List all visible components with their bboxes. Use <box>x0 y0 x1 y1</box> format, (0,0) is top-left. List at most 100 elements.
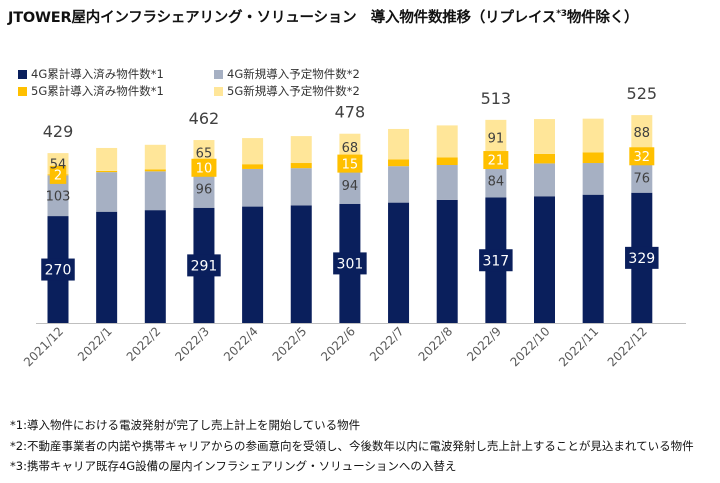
data-label-box-2022-9-s3 <box>483 151 509 170</box>
bar-2022-8-s3 <box>436 157 458 165</box>
bar-2022-7-s2 <box>388 166 410 203</box>
data-label-2022-9-s3: 21 <box>488 154 505 169</box>
data-label-2022-12-s3: 32 <box>634 150 651 165</box>
bar-2022-10-s3 <box>534 153 555 164</box>
x-tick-label-2022-8: 2022/8 <box>416 324 456 364</box>
x-tick-label-2022-3: 2022/3 <box>172 324 212 364</box>
bar-2022-11-s3 <box>582 152 604 164</box>
bar-2022-4-s3 <box>242 164 264 169</box>
data-label-2022-12-s2: 76 <box>634 171 651 186</box>
bar-2022-1-s2 <box>96 172 118 212</box>
legend-item-5g-done: 5G累計導入済み物件数*1 <box>18 83 164 99</box>
x-tick-label-2022-11: 2022/11 <box>556 324 601 369</box>
legend-swatch-4g-plan <box>214 69 223 79</box>
legend-swatch-5g-done <box>18 86 27 96</box>
x-tick-label-2022-4: 2022/4 <box>221 324 261 364</box>
data-label-2022-12-s4: 88 <box>634 126 651 141</box>
bar-2022-8-s1 <box>436 199 458 323</box>
bar-2021-12-s2 <box>47 175 69 217</box>
bar-2022-2-s4 <box>144 144 166 170</box>
data-label-2022-3-s2: 96 <box>196 182 213 197</box>
bar-2022-9-s4 <box>485 119 507 156</box>
data-label-box-2021-12-s1 <box>41 258 75 281</box>
bar-2022-5-s3 <box>290 163 312 169</box>
footnotes: *1:導入物件における電波発射が完了し売上計上を開始している物件 *2:不動産事… <box>10 415 694 477</box>
bar-2022-12-s4 <box>631 115 653 150</box>
x-tick-label-2022-9: 2022/9 <box>464 324 504 364</box>
data-label-2022-9-s2: 84 <box>488 175 505 190</box>
bar-2022-2-s3 <box>144 169 166 172</box>
legend-item-4g-done: 4G累計導入済み物件数*1 <box>18 66 164 82</box>
data-label-box-2022-6-s1 <box>333 252 367 275</box>
data-label-2022-6-s4: 68 <box>342 141 359 156</box>
bar-2022-11-s4 <box>582 118 604 153</box>
legend-label-4g-done: 4G累計導入済み物件数*1 <box>31 67 164 81</box>
total-label-2022-6: 478 <box>335 103 366 122</box>
total-label-2022-3: 462 <box>189 109 220 128</box>
x-tick-label-2022-10: 2022/10 <box>507 324 552 369</box>
data-label-box-2022-3-s1 <box>187 254 221 277</box>
bar-2022-6-s2 <box>339 166 361 204</box>
data-label-box-2022-3-s3 <box>191 158 217 177</box>
chart-title-main: JTOWER屋内インフラシェアリング・ソリューション 導入物件数推移（リプレイス <box>8 10 557 26</box>
data-label-2022-12-s1: 329 <box>628 251 655 267</box>
legend-label-5g-done: 5G累計導入済み物件数*1 <box>31 84 164 98</box>
data-label-box-2022-6-s3 <box>337 154 363 173</box>
data-label-box-2022-12-s1 <box>625 246 659 269</box>
footnote-1: *1:導入物件における電波発射が完了し売上計上を開始している物件 <box>10 418 361 432</box>
chart-title-superscript: *3 <box>556 9 567 20</box>
bar-2022-5-s4 <box>290 136 312 164</box>
bar-2022-8-s4 <box>436 125 458 158</box>
data-label-2021-12-s2: 103 <box>46 189 71 204</box>
chart-title-end: 物件除く） <box>566 10 639 26</box>
data-label-2022-9-s1: 317 <box>482 253 509 269</box>
data-label-2022-3-s4: 65 <box>196 147 213 162</box>
bar-2022-7-s1 <box>388 202 410 323</box>
total-label-2022-12: 525 <box>627 84 658 103</box>
bar-2022-2-s2 <box>144 171 166 211</box>
x-tick-label-2021-12: 2021/12 <box>21 324 66 369</box>
x-tick-label-2022-1: 2022/1 <box>75 324 115 364</box>
data-label-2021-12-s1: 270 <box>45 263 72 279</box>
legend-item-4g-plan: 4G新規導入予定物件数*2 <box>214 66 360 82</box>
bar-2022-3-s2 <box>193 169 215 208</box>
bar-2022-6-s4 <box>339 133 361 161</box>
legend-label-5g-plan: 5G新規導入予定物件数*2 <box>227 84 360 98</box>
legend-swatch-4g-done <box>18 69 27 79</box>
legend-swatch-5g-plan <box>214 86 223 96</box>
bar-2022-4-s2 <box>242 168 264 207</box>
bar-2022-4-s4 <box>242 138 264 165</box>
bar-2022-4-s1 <box>242 206 264 323</box>
bar-2022-11-s1 <box>582 194 604 323</box>
x-tick-label-2022-5: 2022/5 <box>270 324 310 364</box>
x-tick-label-2022-12: 2022/12 <box>605 324 650 369</box>
data-label-2022-6-s1: 301 <box>337 256 364 272</box>
bar-2022-7-s3 <box>388 159 410 167</box>
data-label-2022-3-s1: 291 <box>191 258 218 274</box>
data-label-2022-6-s2: 94 <box>342 179 359 194</box>
bar-2022-1-s4 <box>96 147 118 171</box>
bar-2022-5-s1 <box>290 205 312 323</box>
bar-2022-10-s1 <box>534 196 555 323</box>
legend-label-4g-plan: 4G新規導入予定物件数*2 <box>227 67 360 81</box>
bar-2022-10-s4 <box>534 119 555 154</box>
bar-2022-10-s2 <box>534 163 555 197</box>
x-tick-label-2022-7: 2022/7 <box>367 324 407 364</box>
bar-2022-1-s1 <box>96 211 118 323</box>
bar-2022-12-s2 <box>631 162 653 193</box>
x-tick-label-2022-2: 2022/2 <box>124 324 164 364</box>
data-label-2022-3-s3: 10 <box>196 161 213 176</box>
bar-2022-2-s1 <box>144 210 166 323</box>
data-label-2022-6-s3: 15 <box>342 157 359 172</box>
data-label-2021-12-s4: 54 <box>50 157 67 172</box>
data-label-2022-9-s4: 91 <box>488 132 505 147</box>
bar-2022-8-s2 <box>436 164 458 200</box>
bar-2022-11-s2 <box>582 163 604 195</box>
chart-title: JTOWER屋内インフラシェアリング・ソリューション 導入物件数推移（リプレイス… <box>8 6 639 27</box>
legend-item-5g-plan: 5G新規導入予定物件数*2 <box>214 83 360 99</box>
data-label-box-2022-9-s1 <box>479 249 513 272</box>
data-label-2021-12-s3: 2 <box>54 169 62 184</box>
footnote-2: *2:不動産事業者の内諾や携帯キャリアからの参画意向を受領し、今後数年以内に電波… <box>10 438 694 453</box>
bar-2022-1-s3 <box>96 170 118 173</box>
